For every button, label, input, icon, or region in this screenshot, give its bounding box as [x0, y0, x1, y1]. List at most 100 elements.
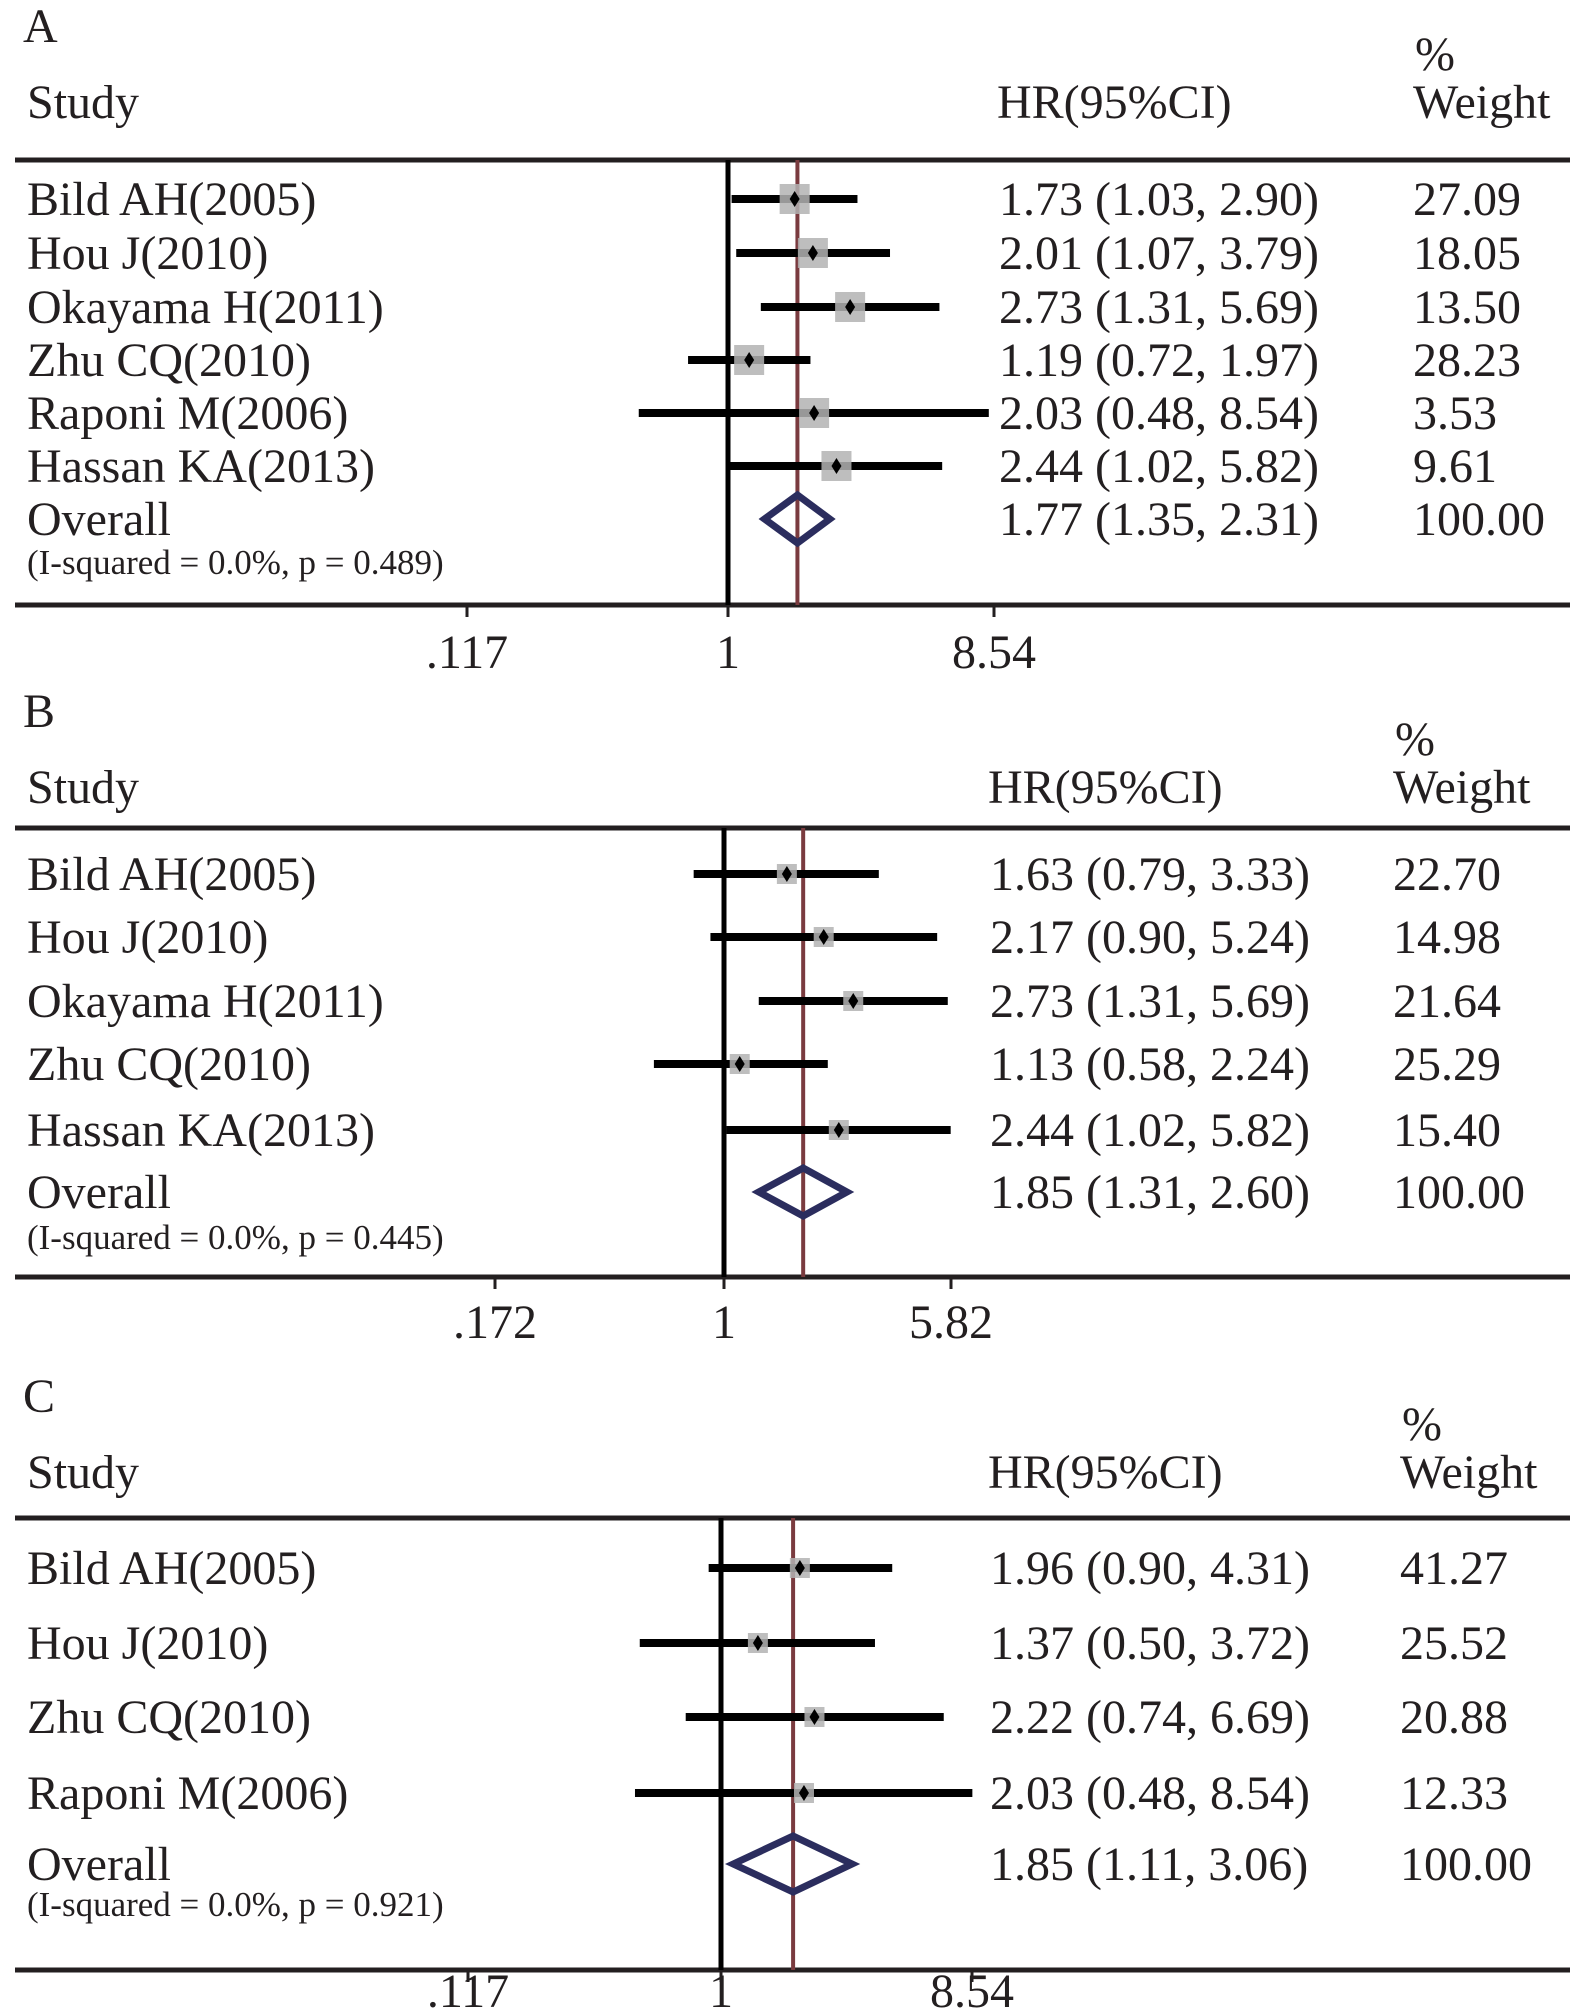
study-name: Hou J(2010) [27, 911, 268, 964]
study-name: Okayama H(2011) [27, 281, 384, 334]
study-weight: 9.61 [1413, 440, 1497, 493]
study-point-estimate [809, 405, 820, 421]
overall-label: Overall [27, 1166, 171, 1219]
overall-label: Overall [27, 493, 171, 546]
study-weight: 13.50 [1413, 281, 1521, 334]
study-point-estimate [794, 1560, 805, 1576]
study-weight: 18.05 [1413, 227, 1521, 280]
overall-weight: 100.00 [1413, 493, 1545, 546]
axis-tick-label: 8.54 [952, 626, 1036, 679]
header-study: Study [27, 1446, 139, 1499]
heterogeneity-note: (I-squared = 0.0%, p = 0.489) [27, 543, 444, 582]
axis-tick-label: .172 [453, 1296, 537, 1349]
study-weight: 3.53 [1413, 387, 1497, 440]
overall-weight: 100.00 [1393, 1166, 1525, 1219]
study-weight: 20.88 [1400, 1691, 1508, 1744]
header-weight-pct: % [1402, 1398, 1442, 1451]
study-hr-ci: 2.22 (0.74, 6.69) [990, 1691, 1310, 1744]
study-hr-ci: 1.63 (0.79, 3.33) [990, 848, 1310, 901]
study-point-estimate [734, 1056, 745, 1072]
study-weight: 22.70 [1393, 848, 1501, 901]
heterogeneity-note: (I-squared = 0.0%, p = 0.921) [27, 1885, 444, 1924]
study-point-estimate [831, 458, 842, 474]
study-weight: 14.98 [1393, 911, 1501, 964]
study-name: Hassan KA(2013) [27, 440, 375, 493]
study-point-estimate [809, 1709, 820, 1725]
header-weight-pct: % [1395, 713, 1435, 766]
axis-tick-label: 1 [709, 1965, 733, 2016]
study-name: Hou J(2010) [27, 1617, 268, 1670]
study-name: Okayama H(2011) [27, 975, 384, 1028]
overall-hr-ci: 1.77 (1.35, 2.31) [999, 493, 1319, 546]
header-weight: Weight [1413, 76, 1551, 129]
header-hr-ci: HR(95%CI) [997, 76, 1232, 129]
heterogeneity-note: (I-squared = 0.0%, p = 0.445) [27, 1218, 444, 1257]
header-weight: Weight [1393, 761, 1531, 814]
study-name: Zhu CQ(2010) [27, 1038, 311, 1091]
study-name: Raponi M(2006) [27, 387, 348, 440]
study-hr-ci: 2.73 (1.31, 5.69) [999, 281, 1319, 334]
study-point-estimate [752, 1635, 763, 1651]
study-name: Bild AH(2005) [27, 848, 316, 901]
overall-hr-ci: 1.85 (1.31, 2.60) [990, 1166, 1310, 1219]
study-hr-ci: 2.03 (0.48, 8.54) [990, 1767, 1310, 1820]
forest-panel-a: A Study HR(95%CI)%Weight .117 1 8.54 Bild AH(2… [15, 0, 1570, 679]
study-hr-ci: 2.03 (0.48, 8.54) [999, 387, 1319, 440]
axis-tick-label: 1 [712, 1296, 736, 1349]
study-point-estimate [807, 245, 818, 261]
study-weight: 28.23 [1413, 334, 1521, 387]
study-weight: 27.09 [1413, 173, 1521, 226]
study-hr-ci: 2.44 (1.02, 5.82) [999, 440, 1319, 493]
panel-label: C [23, 1370, 55, 1423]
axis-tick-label: 1 [716, 626, 740, 679]
study-point-estimate [833, 1122, 844, 1138]
study-hr-ci: 2.73 (1.31, 5.69) [990, 975, 1310, 1028]
study-hr-ci: 1.13 (0.58, 2.24) [990, 1038, 1310, 1091]
study-point-estimate [798, 1785, 809, 1801]
study-point-estimate [789, 191, 800, 207]
overall-diamond [724, 1832, 861, 1896]
overall-weight: 100.00 [1400, 1838, 1532, 1891]
forest-panel-c: C Study HR(95%CI)%Weight .117 1 8.54 Bild AH(2… [15, 1370, 1570, 2016]
study-name: Raponi M(2006) [27, 1767, 348, 1820]
study-hr-ci: 2.17 (0.90, 5.24) [990, 911, 1310, 964]
panel-label: A [23, 0, 58, 53]
axis-tick-label: 8.54 [930, 1965, 1014, 2016]
overall-label: Overall [27, 1838, 171, 1891]
header-study: Study [27, 761, 139, 814]
study-hr-ci: 1.37 (0.50, 3.72) [990, 1617, 1310, 1670]
study-name: Bild AH(2005) [27, 1542, 316, 1595]
overall-hr-ci: 1.85 (1.11, 3.06) [990, 1838, 1308, 1891]
study-name: Hou J(2010) [27, 227, 268, 280]
study-name: Hassan KA(2013) [27, 1104, 375, 1157]
header-study: Study [27, 76, 139, 129]
study-point-estimate [781, 866, 792, 882]
axis-tick-label: .117 [426, 626, 508, 679]
study-name: Zhu CQ(2010) [27, 1691, 311, 1744]
study-hr-ci: 1.96 (0.90, 4.31) [990, 1542, 1310, 1595]
study-name: Bild AH(2005) [27, 173, 316, 226]
header-hr-ci: HR(95%CI) [988, 1446, 1223, 1499]
study-hr-ci: 2.44 (1.02, 5.82) [990, 1104, 1310, 1157]
study-point-estimate [848, 993, 859, 1009]
header-weight-pct: % [1415, 28, 1455, 81]
header-weight: Weight [1400, 1446, 1538, 1499]
axis-tick-label: 5.82 [909, 1296, 993, 1349]
study-weight: 15.40 [1393, 1104, 1501, 1157]
study-weight: 41.27 [1400, 1542, 1508, 1595]
overall-diamond [758, 490, 836, 548]
study-hr-ci: 2.01 (1.07, 3.79) [999, 227, 1319, 280]
study-point-estimate [845, 299, 856, 315]
study-weight: 25.52 [1400, 1617, 1508, 1670]
study-weight: 25.29 [1393, 1038, 1501, 1091]
study-weight: 21.64 [1393, 975, 1501, 1028]
study-weight: 12.33 [1400, 1767, 1508, 1820]
study-name: Zhu CQ(2010) [27, 334, 311, 387]
study-point-estimate [818, 929, 829, 945]
header-hr-ci: HR(95%CI) [988, 761, 1223, 814]
study-point-estimate [744, 352, 755, 368]
forest-panel-b: B Study HR(95%CI)%Weight .172 1 5.82 Bild AH(2… [15, 685, 1570, 1349]
study-hr-ci: 1.73 (1.03, 2.90) [999, 173, 1319, 226]
overall-diamond [751, 1164, 855, 1220]
